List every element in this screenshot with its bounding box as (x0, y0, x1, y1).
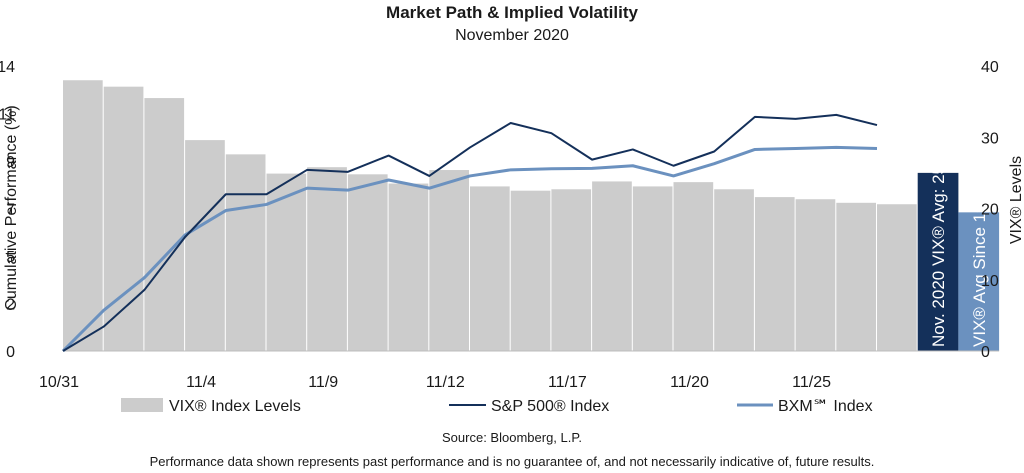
x-tick-label: 10/31 (39, 374, 79, 391)
avg-bar (958, 212, 1000, 351)
y-left-tick-label: 0 (6, 344, 15, 361)
y-left-tick-label: 2 (6, 297, 15, 314)
y-left-tick-label: 7 (6, 202, 15, 219)
y-left-tick-label: 5 (6, 249, 15, 266)
vix-bar (347, 174, 388, 351)
y-right-tick-label: 10 (981, 273, 999, 290)
source-note: Source: Bloomberg, L.P. (442, 430, 582, 445)
x-tick-label: 11/20 (670, 374, 709, 391)
legend-vix-swatch (121, 398, 163, 412)
avg-bar-label: VIX® Avg Since 1990: 19.46 (970, 133, 989, 347)
vix-bar (470, 186, 510, 351)
y-left-axis-title: Cumulative Performance (%) (3, 105, 20, 310)
avg-bar (917, 172, 959, 351)
x-tick-label: 11/17 (548, 374, 587, 391)
sp500-line (62, 113, 878, 352)
vix-bar (673, 182, 714, 351)
vix-bar (510, 190, 551, 351)
chart-subtitle: November 2020 (455, 27, 569, 44)
vix-bar (225, 154, 266, 351)
vix-bar (144, 98, 185, 351)
vix-bar (103, 86, 144, 351)
chart-title: Market Path & Implied Volatility (386, 3, 638, 22)
x-tick-label: 11/4 (186, 374, 216, 391)
vix-bar (307, 167, 347, 351)
vix-bar (551, 189, 592, 351)
disclaimer-note: Performance data shown represents past p… (149, 454, 875, 469)
legend-bxm-label: BXM℠ Index (778, 398, 873, 415)
x-tick-label: 11/12 (426, 374, 465, 391)
x-tick-label: 11/9 (308, 374, 338, 391)
legend-sp500-label: S&P 500® Index (491, 398, 609, 415)
bxm-line (61, 145, 878, 353)
vix-bar (836, 202, 876, 351)
vix-bar (266, 173, 307, 351)
y-right-tick-label: 0 (981, 344, 990, 361)
y-left-tick-label: 11 (0, 106, 15, 123)
avg-bar-label: Nov. 2020 VIX® Avg: 25.00 (929, 141, 948, 347)
vix-bar (388, 183, 429, 351)
vix-bar (754, 197, 795, 351)
legend-vix-label: VIX® Index Levels (169, 398, 301, 415)
y-right-tick-label: 20 (981, 202, 999, 219)
vix-bar (795, 199, 836, 351)
y-left-tick-label: 9 (6, 154, 15, 171)
vix-bar (714, 189, 754, 351)
y-right-tick-label: 40 (981, 59, 999, 76)
vix-bar (185, 140, 225, 351)
vix-bar (592, 181, 632, 351)
x-tick-label: 11/25 (792, 374, 831, 391)
y-right-tick-label: 30 (981, 130, 999, 147)
vix-bar (63, 80, 103, 351)
vix-bar (877, 204, 917, 351)
vix-bar (429, 170, 469, 351)
vix-bar (632, 186, 673, 351)
y-right-axis-title: VIX® Levels (1008, 156, 1024, 244)
y-left-tick-label: 14 (0, 59, 15, 76)
